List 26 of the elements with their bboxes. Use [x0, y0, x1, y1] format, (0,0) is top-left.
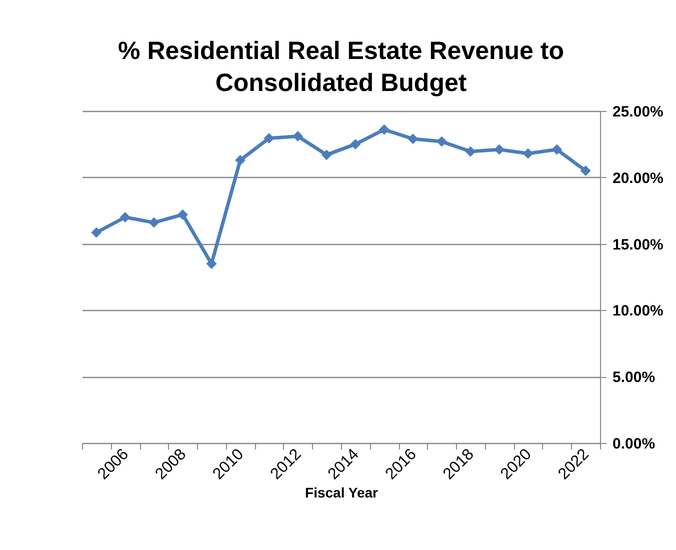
point [148, 217, 160, 228]
point [120, 212, 130, 222]
chart-title: % Residential Real Estate Revenue to Consolidated Budget [118, 37, 564, 97]
point [494, 144, 505, 155]
y-tick-label: 0.00% [612, 436, 656, 452]
y-tick-label: 20.00% [612, 170, 664, 187]
point [91, 227, 102, 238]
point [378, 124, 390, 135]
point [436, 136, 447, 147]
y-tick-label: 25.00% [612, 104, 664, 120]
point [206, 258, 217, 269]
x-axis-title: Fiscal Year [305, 484, 379, 500]
y-tick-label: 10.00% [612, 302, 664, 320]
point [177, 209, 188, 220]
point [552, 144, 562, 155]
point [235, 154, 246, 166]
point [408, 134, 418, 144]
point [321, 150, 332, 160]
y-tick-label: 5.00% [612, 369, 656, 386]
point [292, 130, 304, 142]
y-tick-label: 15.00% [612, 236, 664, 254]
point [350, 138, 361, 150]
point [580, 166, 591, 176]
point [264, 132, 274, 144]
point [465, 146, 476, 157]
point [522, 148, 534, 159]
